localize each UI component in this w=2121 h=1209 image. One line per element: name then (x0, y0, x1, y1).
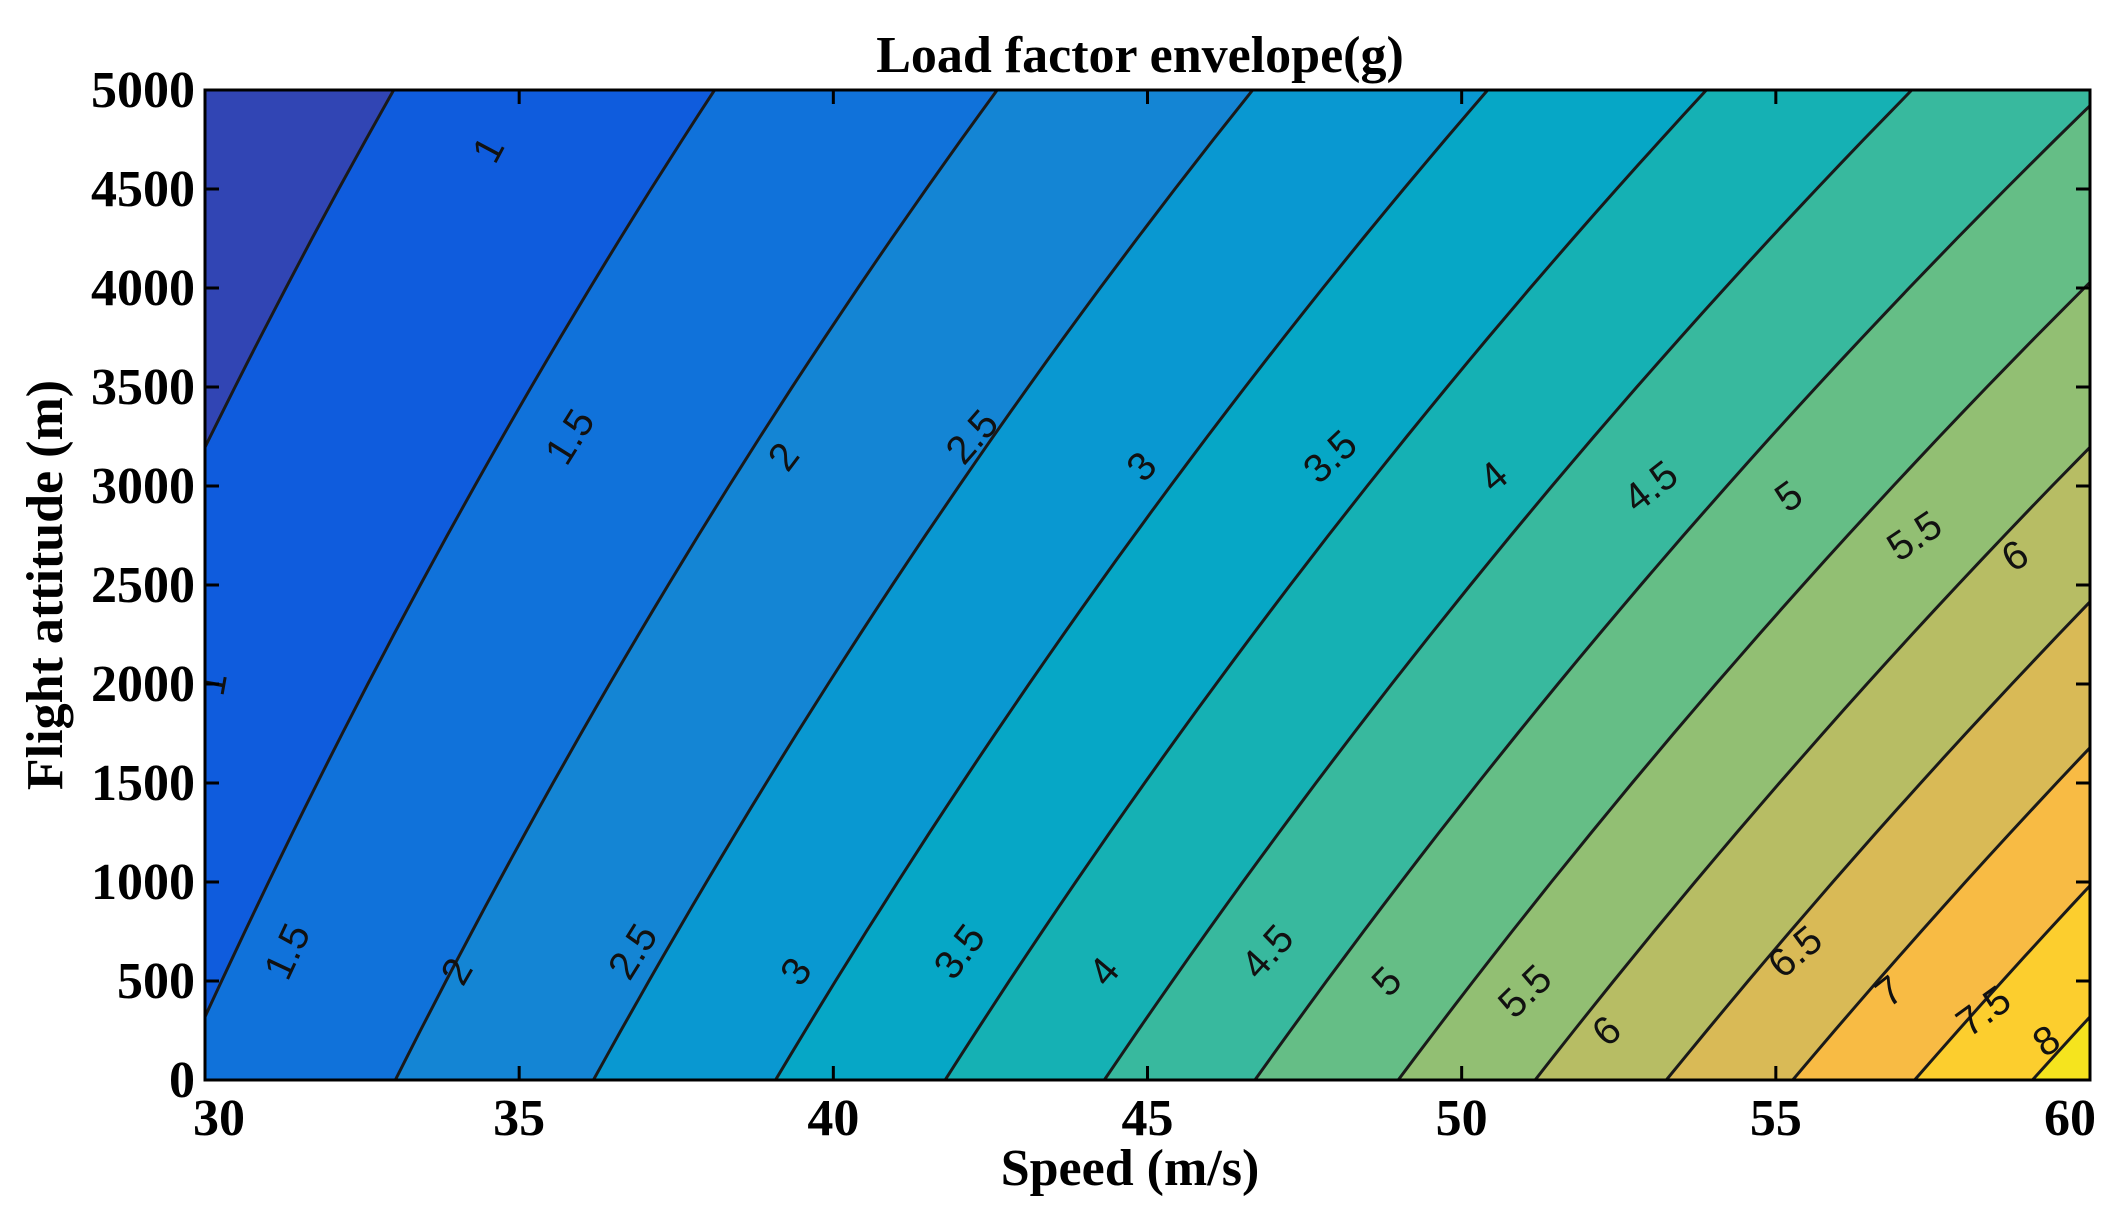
x-tick-label: 40 (807, 1090, 859, 1147)
x-tick-label: 50 (1436, 1090, 1488, 1147)
contour-line (1913, 883, 2090, 1080)
y-tick-label: 4500 (91, 161, 195, 218)
y-axis-label: Flight attitude (m) (17, 380, 74, 790)
contour-line (205, 90, 716, 1021)
contour-line (1791, 745, 2090, 1080)
x-tick-label: 30 (193, 1090, 245, 1147)
x-tick-label: 35 (493, 1090, 545, 1147)
contour-line (943, 90, 1708, 1080)
x-axis-label: Speed (m/s) (1001, 1140, 1260, 1197)
y-tick-label: 0 (169, 1052, 195, 1109)
x-tick-label: 55 (1750, 1090, 1802, 1147)
y-tick-label: 1000 (91, 854, 195, 911)
contour-line (393, 90, 999, 1080)
contour-line (1396, 280, 2090, 1080)
y-tick-label: 500 (117, 953, 195, 1010)
y-tick-label: 1500 (91, 755, 195, 812)
y-tick-label: 3500 (91, 359, 195, 416)
contour-lines (205, 90, 2090, 1080)
chart-title: Load factor envelope(g) (876, 27, 1404, 84)
contour-line (1103, 90, 1913, 1080)
contour-line (1253, 103, 2090, 1080)
y-axis-ticks: 0 500 1000 1500 2000 2500 3000 3500 4000 4500 5000 (91, 62, 2090, 1109)
y-tick-label: 2500 (91, 557, 195, 614)
y-tick-label: 4000 (91, 260, 195, 317)
y-tick-label: 2000 (91, 656, 195, 713)
x-axis-ticks: 30 35 40 45 50 55 60 (193, 90, 2096, 1147)
contour-fill-band (205, 90, 395, 449)
contour-line (592, 90, 1254, 1080)
contour-line (1533, 445, 2090, 1080)
x-tick-label: 60 (2044, 1090, 2096, 1147)
y-tick-label: 5000 (91, 62, 195, 119)
x-tick-label: 45 (1122, 1090, 1174, 1147)
contour-line (1665, 599, 2090, 1080)
contour-fill-regions (205, 90, 2090, 1080)
contour-line (774, 90, 1489, 1080)
contour-line (205, 90, 396, 451)
contour-fill-band (1792, 746, 2090, 1080)
y-tick-label: 3000 (91, 458, 195, 515)
